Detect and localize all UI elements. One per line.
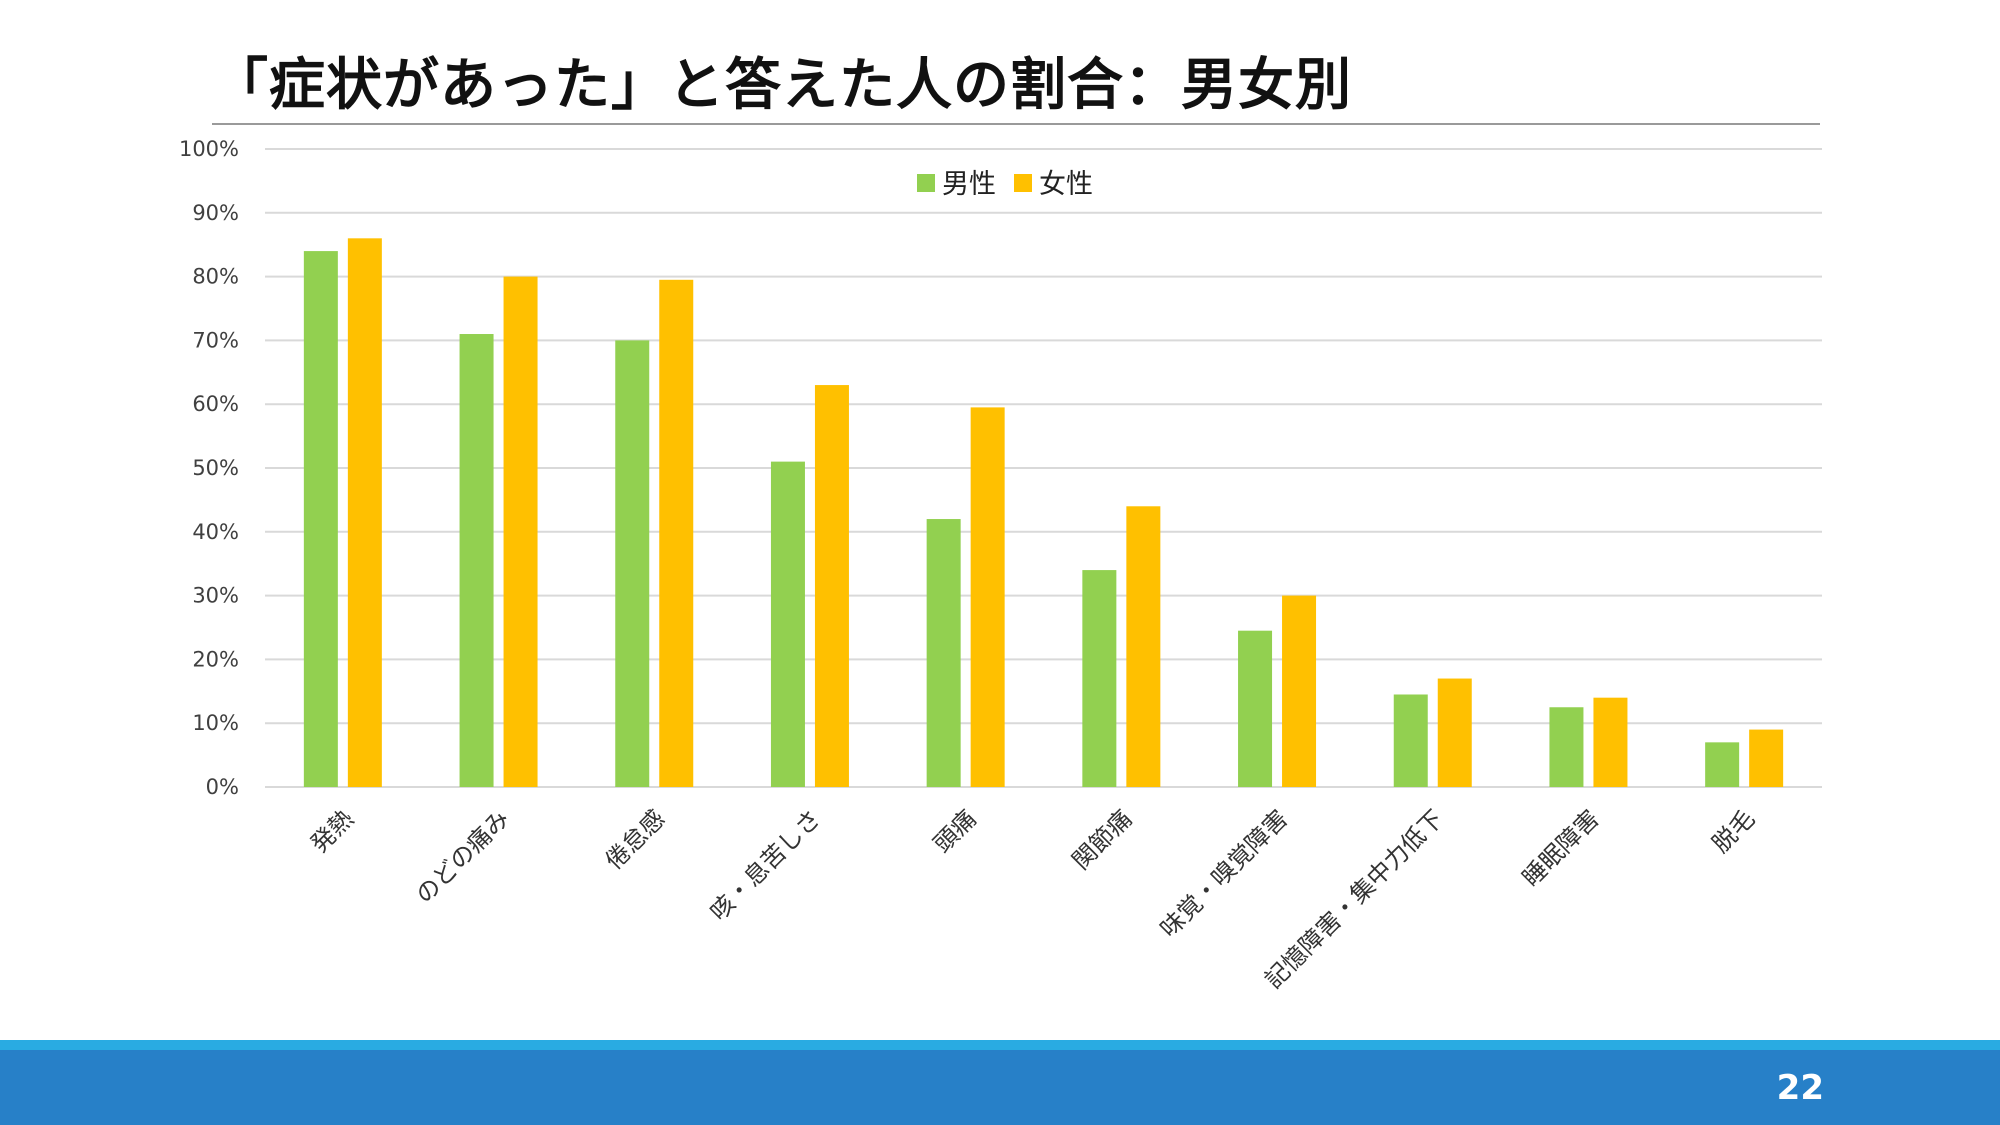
footer-accent-line (0, 1040, 2000, 1050)
legend-swatch-male (917, 174, 935, 192)
bar-male (459, 334, 494, 787)
bar-male (926, 519, 961, 787)
category-label: 睡眠障害 (1517, 804, 1605, 892)
y-tick-label: 50% (192, 456, 239, 480)
bar-female (970, 407, 1005, 787)
category-label: 味覚・嗅覚障害 (1155, 804, 1294, 943)
bar-female (1437, 678, 1472, 787)
legend-label-female: 女性 (1039, 169, 1093, 200)
category-label: 発熱 (305, 804, 359, 858)
bar-male (615, 340, 650, 787)
y-tick-label: 80% (192, 265, 239, 289)
page-number: 22 (1776, 1068, 1824, 1108)
bar-male (303, 251, 338, 787)
y-tick-label: 0% (206, 775, 239, 799)
bars (303, 238, 1784, 787)
y-tick-label: 10% (192, 711, 239, 735)
y-tick-label: 60% (192, 392, 239, 416)
title-divider (212, 123, 1820, 125)
slide-title: 「症状があった」と答えた人の割合：男女別 (212, 53, 1352, 118)
bar-male (1082, 570, 1117, 787)
legend: 男性 女性 (917, 169, 1093, 200)
bar-female (1282, 595, 1317, 787)
bar-male (1705, 742, 1740, 787)
category-label: 倦怠感 (600, 804, 671, 875)
bar-female (347, 238, 382, 787)
category-label: 咳・息苦しさ (705, 804, 827, 926)
category-label: のどの痛み (410, 804, 515, 909)
footer-bar (0, 1050, 2000, 1125)
y-tick-label: 70% (192, 328, 239, 352)
bar-male (1549, 707, 1584, 787)
y-tick-label: 30% (192, 584, 239, 608)
bar-male (770, 461, 805, 787)
y-axis-ticks: 0% 10% 20% 30% 40% 50% 60% 70% 80% 90% 100% (179, 137, 239, 799)
bar-male (1393, 694, 1428, 787)
bar-female (503, 276, 538, 787)
y-tick-label: 40% (192, 520, 239, 544)
y-tick-label: 20% (192, 647, 239, 671)
bar-female (814, 385, 849, 787)
legend-label-male: 男性 (942, 169, 996, 200)
bar-female (1126, 506, 1161, 787)
category-label: 関節痛 (1067, 804, 1138, 875)
y-tick-label: 100% (179, 137, 239, 161)
category-label: 頭痛 (928, 804, 982, 858)
bar-chart: 0% 10% 20% 30% 40% 50% 60% 70% 80% 90% 100% 発熱 のどの痛… (179, 137, 1822, 994)
gridlines (265, 148, 1822, 788)
bar-male (1238, 630, 1273, 787)
bar-female (1593, 697, 1628, 787)
y-tick-label: 90% (192, 201, 239, 225)
category-label: 脱毛 (1707, 804, 1761, 858)
category-label: 記憶障害・集中力低下 (1259, 804, 1449, 994)
bar-female (1749, 729, 1784, 787)
legend-swatch-female (1014, 174, 1032, 192)
bar-female (659, 279, 694, 787)
